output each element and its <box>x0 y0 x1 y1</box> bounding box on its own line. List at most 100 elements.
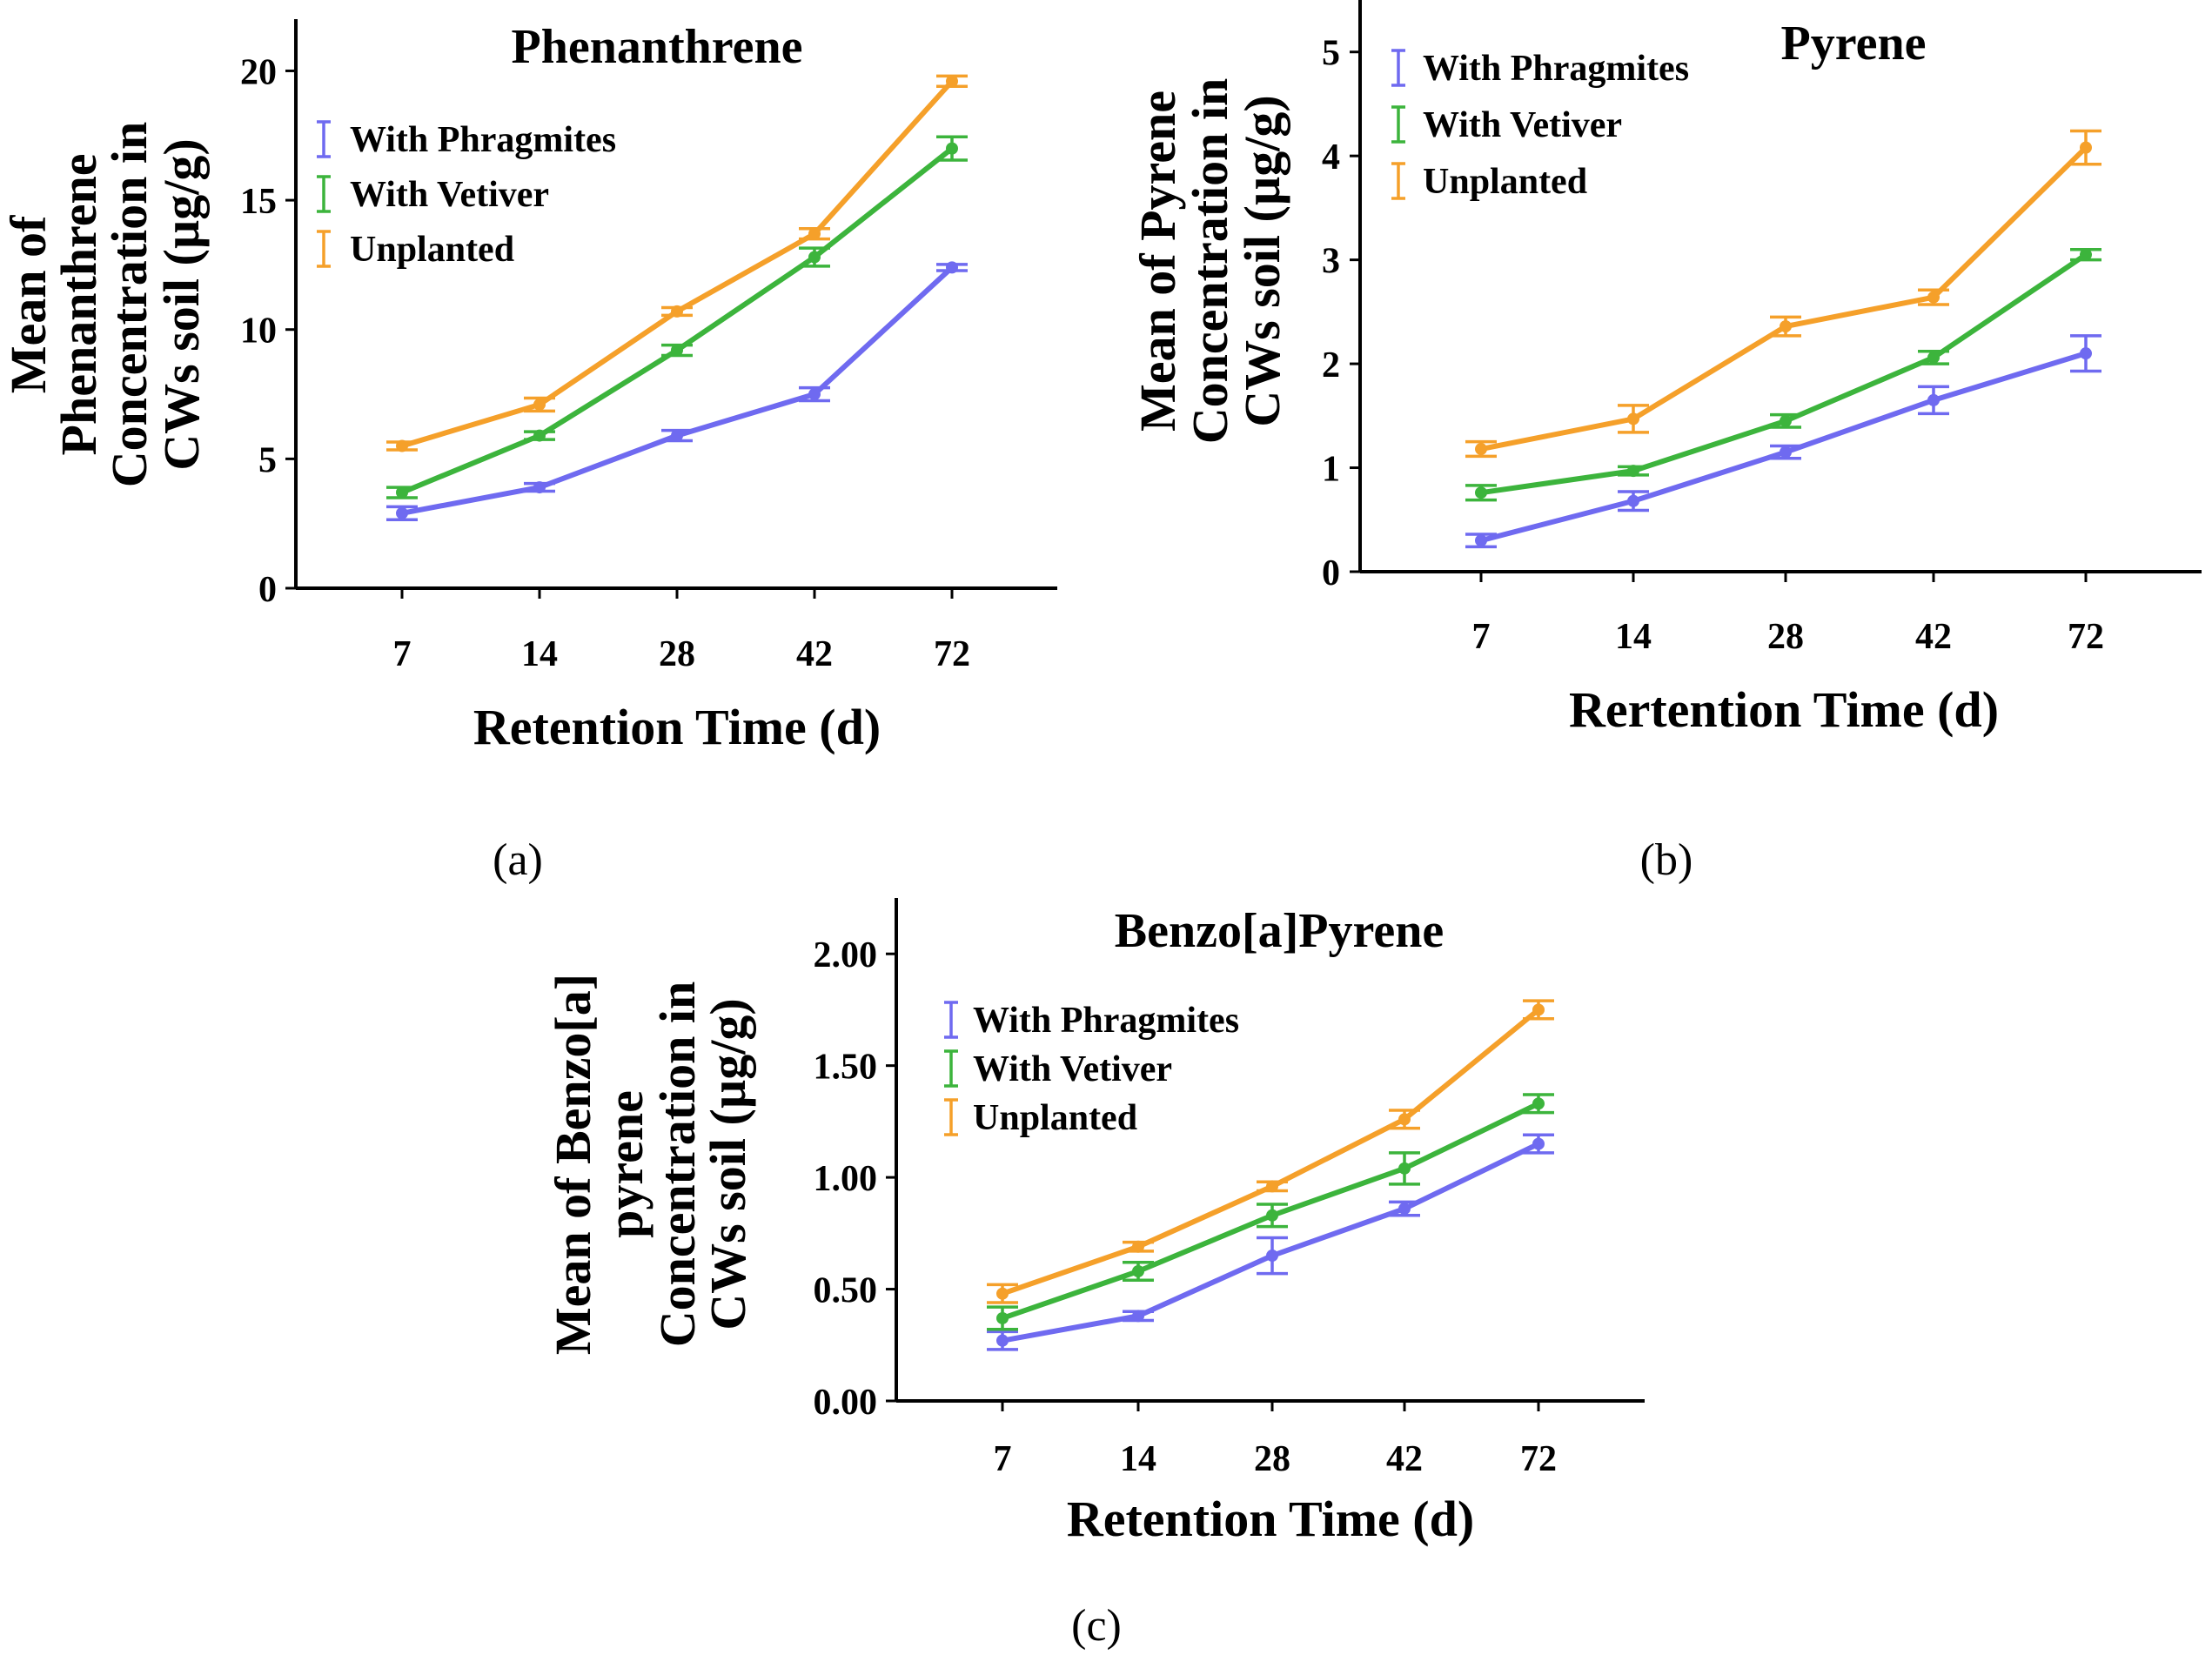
data-point <box>533 481 546 494</box>
y-axis-label: CWs soil (µg/g) <box>153 138 210 470</box>
panel-label: (b) <box>1640 835 1693 885</box>
y-axis-label: Mean of Pyrene <box>1129 90 1186 432</box>
legend-marker <box>317 175 331 213</box>
y-axis-label: CWs soil (µg/g) <box>700 998 756 1330</box>
legend-marker <box>1391 49 1405 87</box>
data-point <box>1532 1097 1545 1110</box>
y-tick-label: 5 <box>258 440 277 480</box>
x-tick-label: 7 <box>994 1439 1012 1479</box>
chart-title: Pyrene <box>1781 17 1927 70</box>
data-point <box>996 1311 1009 1324</box>
data-point <box>996 1334 1009 1347</box>
data-point <box>1627 412 1639 425</box>
y-axis-label: CWs soil (µg/g) <box>1234 95 1290 426</box>
panel-label: (c) <box>1071 1601 1122 1651</box>
x-tick-label: 72 <box>934 634 970 674</box>
y-axis-label: Mean of Benzo[a] <box>545 974 601 1355</box>
y-tick-label: 1.00 <box>814 1159 878 1199</box>
series-line-with-phragmites <box>399 265 955 516</box>
x-tick-label: 14 <box>1615 617 1652 657</box>
x-axis-label: Retention Time (d) <box>1067 1491 1474 1547</box>
data-point <box>1266 1209 1278 1222</box>
x-tick-label: 42 <box>796 634 833 674</box>
x-tick-label: 72 <box>2068 617 2104 657</box>
data-point <box>1475 486 1487 499</box>
x-tick-label: 7 <box>393 634 412 674</box>
data-point <box>1927 351 1940 364</box>
legend-marker <box>944 1049 958 1088</box>
y-axis-label: Concentration in <box>101 122 158 488</box>
data-point <box>671 429 683 442</box>
data-point <box>1266 1250 1278 1263</box>
data-point <box>808 251 821 264</box>
data-point <box>533 429 546 442</box>
data-point <box>946 261 958 274</box>
data-point <box>1532 1003 1545 1016</box>
data-point <box>1475 443 1487 456</box>
y-axis-label: pyrene <box>597 1090 654 1238</box>
data-point <box>1627 465 1639 478</box>
x-tick-label: 7 <box>1472 617 1491 657</box>
data-point <box>1398 1203 1411 1216</box>
data-point <box>1475 534 1487 547</box>
series-line-with-phragmites <box>1000 1141 1541 1343</box>
data-point <box>671 344 683 357</box>
data-point <box>1132 1265 1144 1278</box>
legend-marker <box>1391 105 1405 144</box>
data-point <box>2080 141 2092 154</box>
data-point <box>396 486 408 499</box>
legend-label: With Vetiver <box>1423 105 1622 145</box>
legend-marker <box>317 120 331 158</box>
y-tick-label: 0 <box>258 570 277 610</box>
data-point <box>2080 248 2092 261</box>
legend-marker <box>317 230 331 268</box>
y-tick-label: 5 <box>1322 34 1340 74</box>
data-point <box>1927 393 1940 406</box>
x-tick-label: 28 <box>659 634 695 674</box>
chart-benzo-a-pyrene: 0.00 0.50 1.00 1.50 2.00 7 14 28 42 72 Benzo[a]Pyr… <box>545 898 1645 1651</box>
y-axis-label: Concentration in <box>649 982 706 1348</box>
legend-label: With Phragmites <box>1423 49 1689 89</box>
x-tick-label: 28 <box>1767 617 1804 657</box>
data-point <box>1627 494 1639 507</box>
data-point <box>946 75 958 88</box>
chart-title: Benzo[a]Pyrene <box>1115 904 1444 958</box>
legend-label: With Phragmites <box>350 120 616 160</box>
y-axis-label: Phenanthrene <box>50 154 107 456</box>
data-point <box>1266 1180 1278 1193</box>
legend-marker <box>944 1001 958 1039</box>
y-tick-label: 2 <box>1322 345 1340 385</box>
y-tick-label: 10 <box>240 312 277 352</box>
legend-label: With Vetiver <box>350 175 549 215</box>
y-tick-label: 0.50 <box>814 1271 878 1311</box>
data-point <box>671 305 683 318</box>
data-point <box>396 506 408 519</box>
chart-phenanthrene: 0 5 10 15 20 7 14 28 42 72 Phenanthrene With Phragm… <box>0 19 1057 885</box>
y-axis-label: Concentration in <box>1182 78 1238 445</box>
legend-marker <box>944 1098 958 1136</box>
data-point <box>1780 446 1792 459</box>
legend-label: Unplanted <box>1423 162 1587 202</box>
x-axis-label: Retention Time (d) <box>473 699 881 755</box>
y-tick-label: 3 <box>1322 242 1340 282</box>
data-point <box>1398 1113 1411 1126</box>
y-tick-label: 0 <box>1322 553 1340 593</box>
x-tick-label: 42 <box>1915 617 1952 657</box>
legend-marker <box>1391 162 1405 200</box>
chart-title: Phenanthrene <box>512 20 803 74</box>
data-point <box>1927 291 1940 304</box>
data-point <box>1780 320 1792 333</box>
data-point <box>1132 1310 1144 1323</box>
y-tick-label: 4 <box>1322 137 1340 178</box>
data-point <box>808 227 821 240</box>
x-tick-label: 28 <box>1254 1439 1290 1479</box>
data-point <box>1132 1240 1144 1253</box>
legend-label: With Phragmites <box>973 1001 1239 1041</box>
data-point <box>1398 1162 1411 1175</box>
x-tick-label: 72 <box>1520 1439 1557 1479</box>
legend-label: With Vetiver <box>973 1049 1172 1089</box>
x-tick-label: 42 <box>1386 1439 1423 1479</box>
x-axis-label: Rertention Time (d) <box>1569 681 1999 738</box>
legend-label: Unplanted <box>973 1098 1137 1138</box>
